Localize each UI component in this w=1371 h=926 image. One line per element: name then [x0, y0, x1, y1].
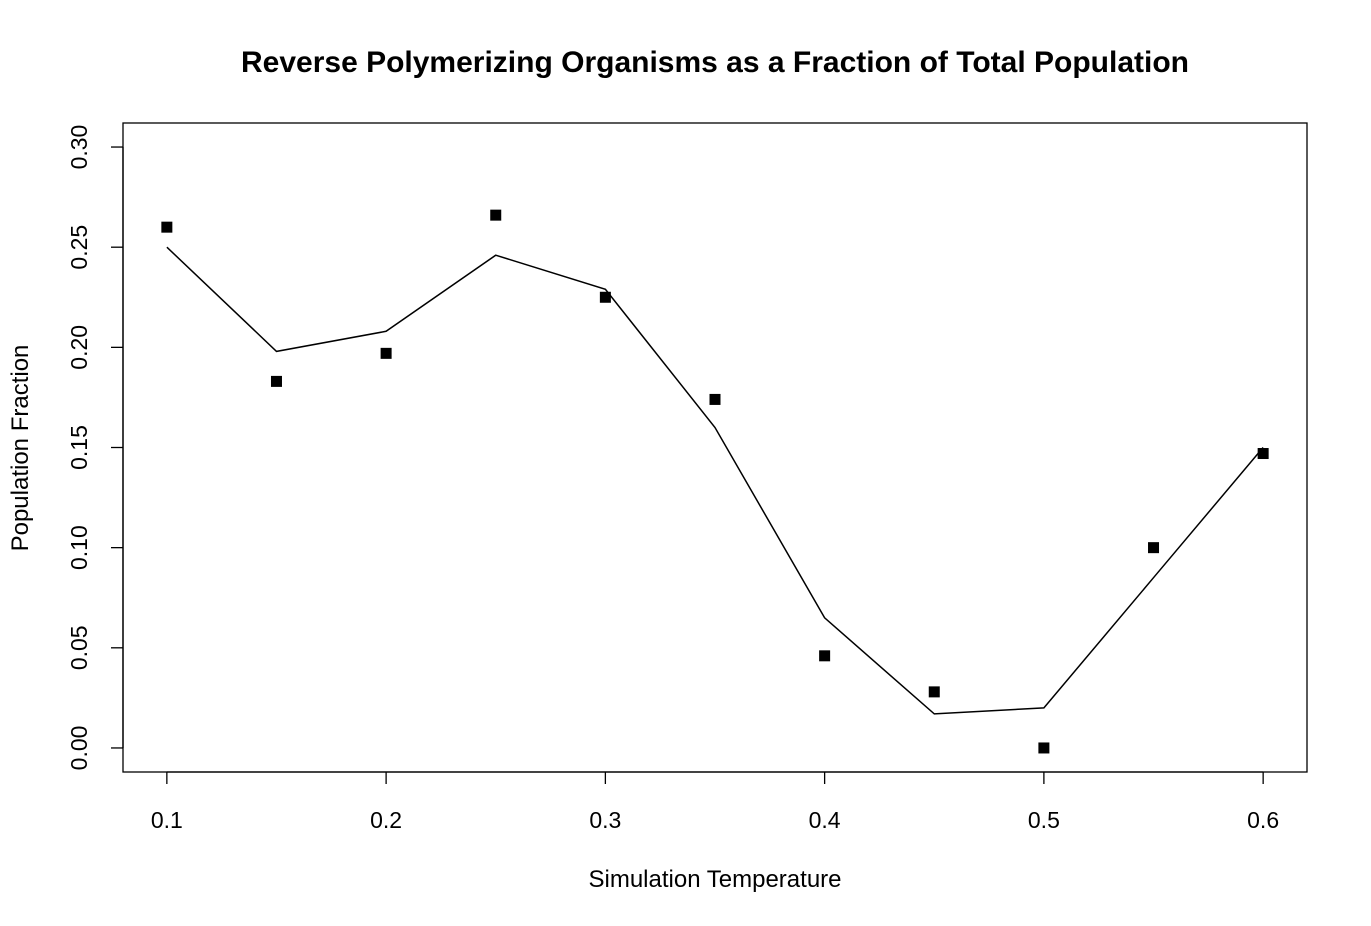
y-tick-label: 0.30	[66, 125, 92, 170]
x-tick-label: 0.3	[589, 807, 621, 833]
data-point	[709, 393, 721, 405]
y-tick-label: 0.15	[66, 425, 92, 470]
data-point	[1257, 448, 1269, 460]
data-point	[928, 686, 940, 698]
data-point	[380, 347, 392, 359]
data-point	[161, 221, 173, 233]
plot-frame	[122, 122, 1308, 773]
y-tick-label: 0.10	[66, 525, 92, 570]
x-tick-label: 0.5	[1028, 807, 1060, 833]
data-point	[599, 291, 611, 303]
x-tick-label: 0.4	[809, 807, 841, 833]
data-point	[819, 650, 831, 662]
x-tick-label: 0.6	[1247, 807, 1279, 833]
y-tick-label: 0.00	[66, 726, 92, 771]
x-axis-label: Simulation Temperature	[588, 866, 841, 893]
y-axis: 0.00 0.05 0.10 0.15 0.20 0.25 0.30	[66, 125, 124, 771]
data-point	[270, 375, 282, 387]
data-point	[1148, 542, 1160, 554]
data-point	[1038, 742, 1050, 754]
x-tick-label: 0.2	[370, 807, 402, 833]
y-tick-label: 0.25	[66, 225, 92, 270]
chart-title: Reverse Polymerizing Organisms as a Frac…	[241, 46, 1189, 79]
x-tick-label: 0.1	[151, 807, 183, 833]
x-axis: 0.1 0.2 0.3 0.4 0.5 0.6	[151, 771, 1279, 833]
series-layer	[161, 209, 1269, 754]
y-tick-label: 0.20	[66, 325, 92, 370]
fit-line	[166, 246, 1264, 715]
y-axis-label: Population Fraction	[7, 345, 34, 552]
y-tick-label: 0.05	[66, 625, 92, 670]
data-point	[490, 209, 502, 221]
